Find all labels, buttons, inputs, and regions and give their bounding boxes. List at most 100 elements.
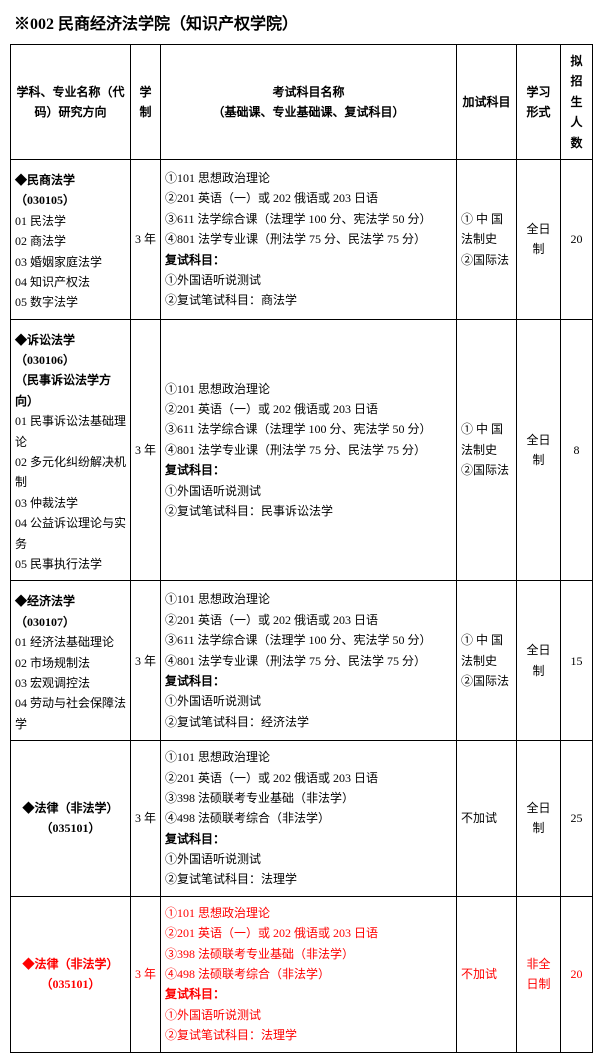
extra-cell: 不加试 <box>457 896 517 1052</box>
subject-line: 02 多元化纠纷解决机制 <box>15 452 126 493</box>
subject-line: 04 公益诉讼理论与实务 <box>15 513 126 554</box>
subject-heading: ◆经济法学（030107） <box>15 591 126 632</box>
mode-cell: 全日制 <box>517 581 561 741</box>
table-row: ◆诉讼法学（030106）（民事诉讼法学方向）01 民事诉讼法基础理论02 多元… <box>11 319 593 581</box>
subject-line: 03 仲裁法学 <box>15 493 126 513</box>
num-cell: 15 <box>561 581 593 741</box>
header-exam: 考试科目名称 （基础课、专业基础课、复试科目） <box>161 45 457 160</box>
subject-cell: ◆法律（非法学）（035101） <box>11 896 131 1052</box>
retest-label: 复试科目： <box>165 250 452 270</box>
exam-line: ①101 思想政治理论 <box>165 589 452 609</box>
extra-cell: ① 中 国 法制史 ②国际法 <box>457 319 517 581</box>
mode-cell: 全日制 <box>517 319 561 581</box>
extra-cell: ① 中 国 法制史 ②国际法 <box>457 581 517 741</box>
subject-heading: ◆法律（非法学） <box>15 954 126 974</box>
retest-label: 复试科目： <box>165 460 452 480</box>
retest-line: ②复试笔试科目：民事诉讼法学 <box>165 501 452 521</box>
num-cell: 20 <box>561 896 593 1052</box>
program-table: 学科、专业名称（代码）研究方向 学制 考试科目名称 （基础课、专业基础课、复试科… <box>10 44 593 1053</box>
exam-line: ①101 思想政治理论 <box>165 379 452 399</box>
subject-cell: ◆民商法学（030105）01 民法学02 商法学03 婚姻家庭法学04 知识产… <box>11 159 131 319</box>
subject-line: 04 知识产权法 <box>15 272 126 292</box>
exam-line: ②201 英语（一）或 202 俄语或 203 日语 <box>165 768 452 788</box>
subject-line: 03 婚姻家庭法学 <box>15 252 126 272</box>
table-row: ◆民商法学（030105）01 民法学02 商法学03 婚姻家庭法学04 知识产… <box>11 159 593 319</box>
retest-line: ②复试笔试科目：法理学 <box>165 869 452 889</box>
exam-line: ②201 英语（一）或 202 俄语或 203 日语 <box>165 188 452 208</box>
subject-code: （035101） <box>15 974 126 994</box>
exam-line: ④498 法硕联考综合（非法学） <box>165 964 452 984</box>
exam-line: ③398 法硕联考专业基础（非法学） <box>165 944 452 964</box>
subject-line: 01 民法学 <box>15 211 126 231</box>
num-cell: 25 <box>561 741 593 897</box>
exam-line: ②201 英语（一）或 202 俄语或 203 日语 <box>165 923 452 943</box>
exam-cell: ①101 思想政治理论②201 英语（一）或 202 俄语或 203 日语③61… <box>161 581 457 741</box>
subject-cell: ◆法律（非法学）（035101） <box>11 741 131 897</box>
mode-cell: 全日制 <box>517 741 561 897</box>
duration-cell: 3 年 <box>131 581 161 741</box>
retest-line: ②复试笔试科目：商法学 <box>165 290 452 310</box>
subject-heading: ◆法律（非法学） <box>15 798 126 818</box>
header-exam-sub: （基础课、专业基础课、复试科目） <box>165 102 452 122</box>
exam-cell: ①101 思想政治理论②201 英语（一）或 202 俄语或 203 日语③61… <box>161 319 457 581</box>
page-title: ※002 民商经济法学院（知识产权学院） <box>10 10 593 34</box>
subject-line: 02 市场规制法 <box>15 653 126 673</box>
retest-line: ①外国语听说测试 <box>165 270 452 290</box>
mode-cell: 全日制 <box>517 159 561 319</box>
extra-cell: ① 中 国 法制史 ②国际法 <box>457 159 517 319</box>
header-extra: 加试科目 <box>457 45 517 160</box>
retest-line: ①外国语听说测试 <box>165 849 452 869</box>
retest-label: 复试科目： <box>165 671 452 691</box>
table-header-row: 学科、专业名称（代码）研究方向 学制 考试科目名称 （基础课、专业基础课、复试科… <box>11 45 593 160</box>
exam-line: ③611 法学综合课（法理学 100 分、宪法学 50 分） <box>165 209 452 229</box>
duration-cell: 3 年 <box>131 159 161 319</box>
duration-cell: 3 年 <box>131 319 161 581</box>
table-row: ◆经济法学（030107）01 经济法基础理论02 市场规制法03 宏观调控法0… <box>11 581 593 741</box>
exam-line: ②201 英语（一）或 202 俄语或 203 日语 <box>165 399 452 419</box>
subject-code: （035101） <box>15 818 126 838</box>
retest-line: ①外国语听说测试 <box>165 481 452 501</box>
exam-line: ④801 法学专业课（刑法学 75 分、民法学 75 分） <box>165 229 452 249</box>
duration-cell: 3 年 <box>131 741 161 897</box>
exam-line: ④801 法学专业课（刑法学 75 分、民法学 75 分） <box>165 440 452 460</box>
exam-line: ②201 英语（一）或 202 俄语或 203 日语 <box>165 610 452 630</box>
retest-label: 复试科目： <box>165 984 452 1004</box>
exam-cell: ①101 思想政治理论②201 英语（一）或 202 俄语或 203 日语③61… <box>161 159 457 319</box>
exam-line: ④498 法硕联考综合（非法学） <box>165 808 452 828</box>
exam-line: ③611 法学综合课（法理学 100 分、宪法学 50 分） <box>165 630 452 650</box>
exam-line: ③398 法硕联考专业基础（非法学） <box>165 788 452 808</box>
table-row: ◆法律（非法学）（035101）3 年①101 思想政治理论②201 英语（一）… <box>11 741 593 897</box>
exam-line: ③611 法学综合课（法理学 100 分、宪法学 50 分） <box>165 419 452 439</box>
header-duration: 学制 <box>131 45 161 160</box>
subject-line: 05 民事执行法学 <box>15 554 126 574</box>
subject-line: 01 经济法基础理论 <box>15 632 126 652</box>
subject-line: 01 民事诉讼法基础理论 <box>15 411 126 452</box>
exam-line: ④801 法学专业课（刑法学 75 分、民法学 75 分） <box>165 651 452 671</box>
subject-heading: ◆诉讼法学（030106） <box>15 330 126 371</box>
retest-line: ②复试笔试科目：法理学 <box>165 1025 452 1045</box>
header-exam-main: 考试科目名称 <box>165 82 452 102</box>
header-num: 拟招生人数 <box>561 45 593 160</box>
subject-cell: ◆诉讼法学（030106）（民事诉讼法学方向）01 民事诉讼法基础理论02 多元… <box>11 319 131 581</box>
table-row: ◆法律（非法学）（035101）3 年①101 思想政治理论②201 英语（一）… <box>11 896 593 1052</box>
subject-cell: ◆经济法学（030107）01 经济法基础理论02 市场规制法03 宏观调控法0… <box>11 581 131 741</box>
subject-line: 02 商法学 <box>15 231 126 251</box>
subject-line: 04 劳动与社会保障法学 <box>15 693 126 734</box>
retest-line: ①外国语听说测试 <box>165 691 452 711</box>
subject-subheading: （民事诉讼法学方向） <box>15 370 126 411</box>
retest-label: 复试科目： <box>165 829 452 849</box>
extra-cell: 不加试 <box>457 741 517 897</box>
exam-line: ①101 思想政治理论 <box>165 168 452 188</box>
mode-cell: 非全日制 <box>517 896 561 1052</box>
exam-line: ①101 思想政治理论 <box>165 747 452 767</box>
duration-cell: 3 年 <box>131 896 161 1052</box>
retest-line: ②复试笔试科目：经济法学 <box>165 712 452 732</box>
exam-cell: ①101 思想政治理论②201 英语（一）或 202 俄语或 203 日语③39… <box>161 741 457 897</box>
num-cell: 20 <box>561 159 593 319</box>
header-mode: 学习形式 <box>517 45 561 160</box>
num-cell: 8 <box>561 319 593 581</box>
subject-line: 05 数字法学 <box>15 292 126 312</box>
retest-line: ①外国语听说测试 <box>165 1005 452 1025</box>
header-subject: 学科、专业名称（代码）研究方向 <box>11 45 131 160</box>
exam-line: ①101 思想政治理论 <box>165 903 452 923</box>
